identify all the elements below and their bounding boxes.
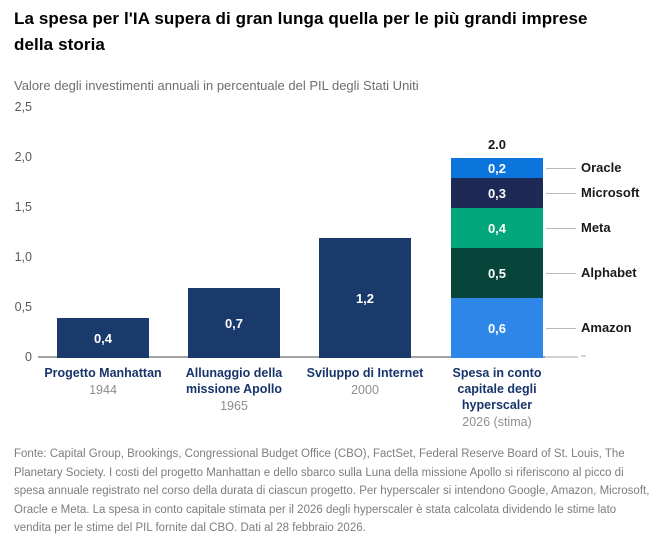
bar-3: 1,2: [319, 238, 411, 358]
y-axis-tick-label: 2,5: [14, 100, 32, 114]
legend-label-oracle: Oracle: [581, 160, 622, 175]
bar-2: 0,7: [188, 288, 280, 358]
category-year: 1965: [220, 399, 248, 413]
chart-subtitle: Valore degli investimenti annuali in per…: [14, 78, 419, 93]
bar-segment-meta: 0,4: [451, 208, 543, 248]
legend-leader-line: [546, 168, 576, 169]
source-note: Fonte: Capital Group, Brookings, Congres…: [14, 448, 650, 534]
category-label: Progetto Manhattan 1944: [38, 365, 168, 398]
x-axis-line: [38, 356, 545, 358]
x-axis-line-extension: [545, 356, 578, 358]
category-year: 2026 (stima): [462, 415, 532, 429]
category-label: Spesa in conto capitale degli hyperscale…: [432, 365, 562, 430]
legend-leader-line: [546, 228, 576, 229]
legend-label-alphabet: Alphabet: [581, 265, 637, 280]
category-label: Sviluppo di Internet 2000: [300, 365, 430, 398]
legend-leader-line: [546, 273, 576, 274]
category-label: Allunaggio della missione Apollo 1965: [169, 365, 299, 414]
legend-leader-line: [546, 328, 576, 329]
x-axis-end-dash: [581, 355, 586, 357]
y-axis-tick-label: 0: [25, 350, 32, 364]
category-year: 2000: [351, 383, 379, 397]
bar-segment-alphabet: 0,5: [451, 248, 543, 298]
y-axis-tick-label: 1,0: [14, 250, 32, 264]
legend-label-microsoft: Microsoft: [581, 185, 640, 200]
legend-leader-line: [546, 193, 576, 194]
y-axis-tick-label: 0,5: [14, 300, 32, 314]
bar-segment-amazon: 0,6: [451, 298, 543, 358]
legend-label-amazon: Amazon: [581, 320, 632, 335]
bar-segment-oracle: 0,2: [451, 158, 543, 178]
y-axis-tick-label: 2,0: [14, 150, 32, 164]
chart-title: La spesa per l'IA supera di gran lunga q…: [14, 9, 588, 54]
bar-segment-microsoft: 0,3: [451, 178, 543, 208]
y-axis-tick-label: 1,5: [14, 200, 32, 214]
category-year: 1944: [89, 383, 117, 397]
bar-1: 0,4: [57, 318, 149, 358]
stacked-total-label: 2.0: [487, 137, 507, 152]
legend-label-meta: Meta: [581, 220, 611, 235]
